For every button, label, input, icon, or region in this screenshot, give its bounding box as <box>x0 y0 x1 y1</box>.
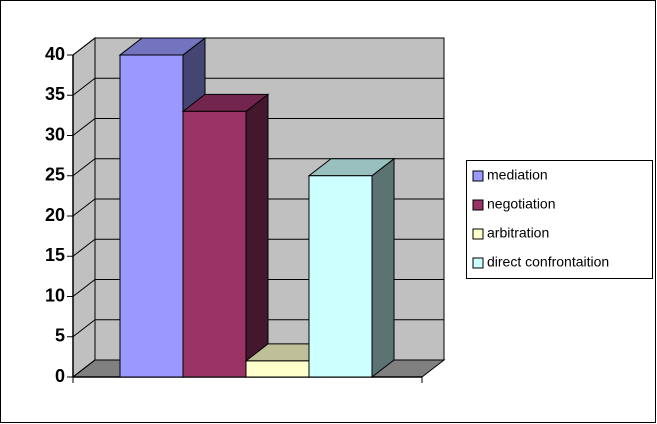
legend-label: negotiation <box>487 196 556 212</box>
bar-side <box>371 157 395 379</box>
legend-swatch <box>472 199 484 211</box>
y-tick-label: 30 <box>45 124 65 144</box>
bar-side <box>245 93 269 379</box>
grid-line <box>72 158 444 177</box>
legend-label: mediation <box>487 167 548 183</box>
legend-swatch <box>472 228 484 240</box>
grid-line <box>72 37 444 56</box>
grid-line <box>72 77 444 96</box>
legend-label: direct confrontaition <box>487 254 609 270</box>
grid-line <box>72 118 444 136</box>
y-tick-label: 25 <box>45 165 65 185</box>
bar <box>119 54 184 378</box>
y-tick-label: 5 <box>55 326 65 346</box>
bar <box>308 175 373 378</box>
legend-swatch <box>472 257 484 269</box>
bar <box>182 110 247 378</box>
y-tick-label: 10 <box>45 285 65 305</box>
legend-box <box>466 160 653 279</box>
y-tick-label: 20 <box>45 205 65 225</box>
y-tick-label: 0 <box>55 366 65 386</box>
y-tick-label: 35 <box>45 84 65 104</box>
legend-label: arbitration <box>487 225 549 241</box>
legend-swatch <box>472 170 484 182</box>
y-tick-label: 15 <box>45 245 65 265</box>
y-tick-label: 40 <box>45 44 65 64</box>
bar <box>245 360 310 378</box>
